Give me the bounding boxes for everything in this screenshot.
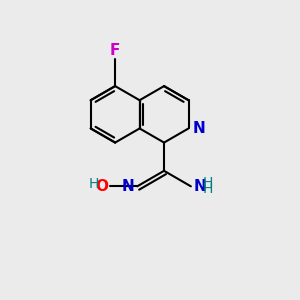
Text: H: H [202,182,212,196]
Text: O: O [95,179,108,194]
Text: N: N [193,121,206,136]
Text: N: N [193,179,206,194]
Text: N: N [122,179,135,194]
Text: F: F [110,43,120,58]
Text: H: H [89,177,99,191]
Text: H: H [202,176,212,190]
